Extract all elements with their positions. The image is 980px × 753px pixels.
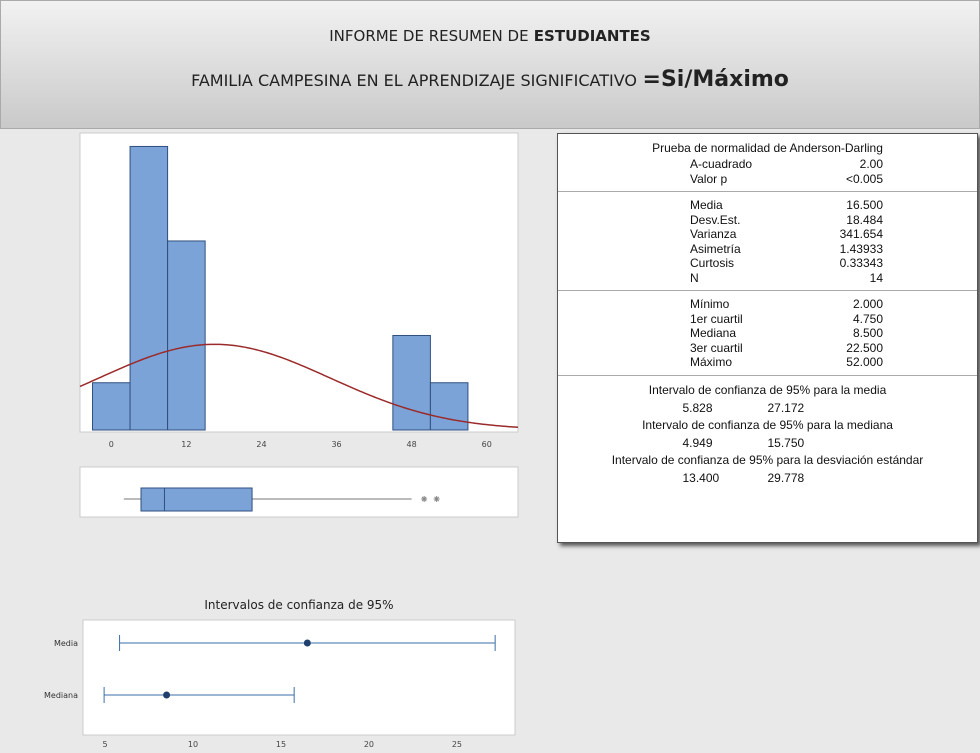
stat-value: 52.000 [846,355,883,369]
header-line: FAMILIA CAMPESINA EN EL APRENDIZAJE SIGN… [1,67,979,92]
bar [167,240,206,431]
x-tick-label: 0 [109,440,114,449]
interval-high: 27.172 [767,400,805,415]
stat-value: 8.500 [852,326,883,340]
box [140,487,253,512]
header-line: INFORME DE RESUMEN DE ESTUDIANTES [1,27,979,45]
header-text: FAMILIA CAMPESINA EN EL APRENDIZAJE SIGN… [191,71,637,90]
stat-row: Valor p <0.005 [558,172,977,187]
stat-row: Media 16.500 [558,198,977,213]
stat-value: 4.750 [852,311,883,326]
interval-high: 29.778 [767,470,805,485]
stat-value: <0.005 [845,171,883,186]
stat-row: Varianza 341.654 [558,227,977,242]
interval-low: 4.949 [682,435,713,450]
stat-value: 0.33343 [839,256,883,270]
interval-panel [82,619,516,736]
header: INFORME DE RESUMEN DE ESTUDIANTES FAMILI… [0,0,980,129]
stat-row: 1er cuartil 4.750 [558,312,977,327]
stat-value: 22.500 [846,340,883,355]
x-tick-label: 12 [181,440,191,449]
stat-value: 2.00 [859,157,883,171]
x-tick-label: 20 [364,740,374,749]
normal-curve [79,343,519,429]
x-tick-label: 5 [102,740,107,749]
stat-label: N [690,270,699,285]
stat-row: Máximo 52.000 [558,355,977,370]
x-tick-label: 15 [276,740,286,749]
category-label: Mediana [44,691,78,700]
header-text: ESTUDIANTES [533,27,651,45]
header-text: =Si/Máximo [642,67,789,92]
stat-label: Varianza [690,227,737,241]
stat-value: 2.000 [852,297,883,311]
quantile-section: Mínimo 2.000 1er cuartil 4.750 Mediana 8.500 3… [558,291,977,376]
stat-label: Valor p [690,171,728,186]
interval-title: Intervalo de confianza de 95% para la de… [611,452,924,467]
stat-label: 3er cuartil [690,340,743,355]
interval-low: 13.400 [682,470,720,485]
section-title: Prueba de normalidad de Anderson-Darling [652,141,883,155]
category-label: Media [54,639,78,648]
stat-label: Curtosis [690,256,735,270]
stat-row: N 14 [558,271,977,286]
stat-value: 16.500 [846,198,883,212]
x-tick-label: 60 [482,440,492,449]
stat-label: A-cuadrado [690,157,753,171]
outlier [433,496,440,502]
interval-row: 5.828 27.172 [558,399,977,417]
x-tick-label: 24 [256,440,266,449]
interval-title: Intervalo de confianza de 95% para la me… [642,417,893,432]
point [163,691,171,699]
stat-row: Mínimo 2.000 [558,297,977,312]
x-tick-label: 36 [331,440,341,449]
stat-row: A-cuadrado 2.00 [558,157,977,172]
interval-section: Intervalo de confianza de 95% para la me… [558,376,977,492]
header-text: INFORME DE RESUMEN DE [329,27,529,45]
stat-row: 3er cuartil 22.500 [558,341,977,356]
chart-title: Intervalos de confianza de 95% [204,598,393,612]
bar [129,145,169,431]
bar [92,382,131,431]
normality-section: Prueba de normalidad de Anderson-Darling… [558,134,977,192]
stat-value: 341.654 [839,227,883,241]
stat-label: 1er cuartil [690,311,743,326]
stats-table: Prueba de normalidad de Anderson-Darling… [557,133,978,543]
outlier [421,496,428,502]
stat-label: Máximo [690,355,733,369]
interval-low: 5.828 [682,400,713,415]
stat-row: Mediana 8.500 [558,326,977,341]
descriptive-section: Media 16.500 Desv.Est. 18.484 Varianza 341.65… [558,192,977,291]
interval-title: Intervalo de confianza de 95% para la me… [648,382,887,397]
point [303,639,311,647]
x-tick-label: 25 [452,740,462,749]
stat-row: Asimetría 1.43933 [558,242,977,257]
interval-row: 4.949 15.750 [558,434,977,452]
x-tick-label: 48 [407,440,417,449]
stat-value: 18.484 [846,212,883,227]
stat-label: Mediana [690,326,737,340]
stat-value: 1.43933 [839,241,883,256]
stat-label: Media [690,198,723,212]
stat-value: 14 [869,270,883,285]
interval-row: 13.400 29.778 [558,469,977,487]
stat-label: Desv.Est. [690,212,741,227]
bar [392,334,431,431]
stat-row: Curtosis 0.33343 [558,256,977,271]
stat-label: Asimetría [690,241,741,256]
bar [429,382,469,431]
interval-high: 15.750 [767,435,805,450]
stat-label: Mínimo [690,297,730,311]
x-tick-label: 10 [188,740,198,749]
stat-row: Desv.Est. 18.484 [558,213,977,228]
